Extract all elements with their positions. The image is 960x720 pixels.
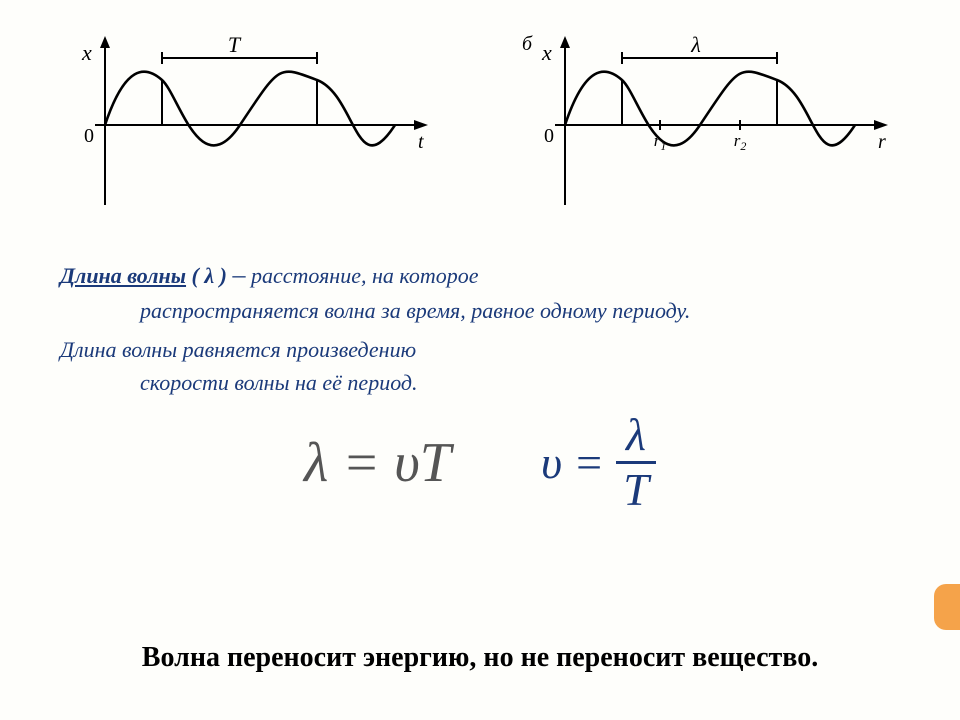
formula-lambda-eq-vT: λ = υT bbox=[304, 431, 451, 495]
formula-v-eq-lambda-over-T: υ = λ T bbox=[541, 411, 656, 515]
x-axis-label: r bbox=[878, 131, 886, 153]
y-axis-label: x bbox=[541, 40, 552, 65]
definition-rest1: расстояние, на которое bbox=[251, 263, 479, 288]
formula2-num: λ bbox=[616, 411, 656, 464]
definition-line3: Длина волны равняется произведению bbox=[60, 333, 900, 366]
origin-label: 0 bbox=[544, 125, 554, 147]
marker-r2: r2 bbox=[734, 131, 747, 153]
marker-r1: r1 bbox=[654, 131, 667, 153]
summary-statement: Волна переносит энергию, но не переносит… bbox=[0, 642, 960, 674]
panel-label: б bbox=[522, 33, 533, 55]
formula2-den: T bbox=[623, 464, 649, 514]
definition-line4: скорости волны на её период. bbox=[140, 366, 900, 399]
span-label-T: T bbox=[228, 32, 242, 57]
formula-row: λ = υT υ = λ T bbox=[0, 411, 960, 515]
definition-block: Длина волны ( λ ) – расстояние, на котор… bbox=[0, 235, 960, 399]
slide-accent bbox=[934, 584, 960, 630]
definition-line2: распространяется волна за время, равное … bbox=[140, 294, 900, 327]
x-axis-label: t bbox=[418, 131, 424, 153]
definition-term: Длина волны bbox=[60, 263, 186, 288]
definition-symbol: ( λ ) bbox=[192, 263, 227, 288]
wave-chart-time: T x 0 t bbox=[60, 30, 440, 225]
definition-dash: – bbox=[232, 260, 245, 289]
formula2-eq: = bbox=[576, 436, 602, 489]
origin-label: 0 bbox=[84, 125, 94, 147]
formula2-lhs: υ bbox=[541, 436, 562, 489]
span-label-lambda: λ bbox=[690, 32, 701, 57]
y-axis-label: x bbox=[81, 40, 92, 65]
wave-chart-space: б λ r1 r2 x 0 r bbox=[520, 30, 900, 225]
